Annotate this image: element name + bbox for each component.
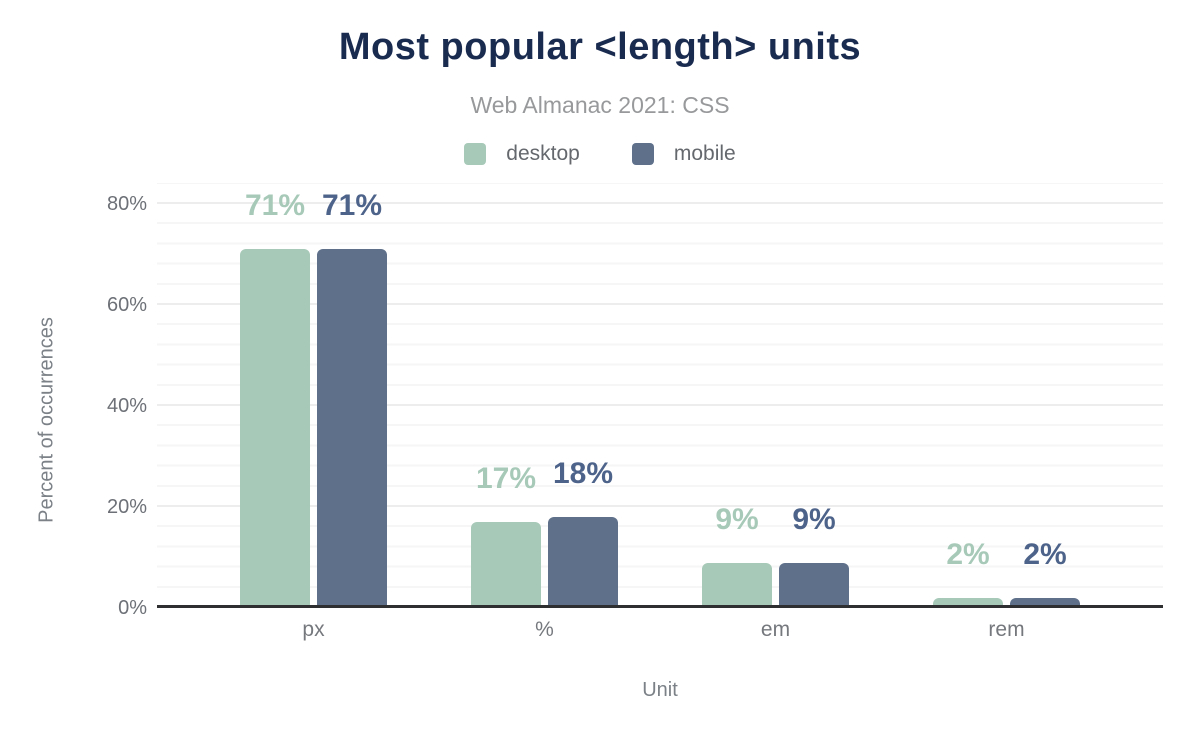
legend-swatch-desktop	[464, 143, 487, 165]
bar-value-label-desktop-em: 9%	[715, 502, 759, 536]
bar-column-mobile-rem: 2%	[1010, 537, 1080, 608]
bar-column-desktop-rem: 2%	[933, 537, 1003, 608]
bar-mobile-em	[779, 562, 849, 608]
chart-subtitle: Web Almanac 2021: CSS	[470, 92, 730, 118]
x-tick-label-pct: %	[535, 618, 554, 641]
bar-group-em: 9% 9%	[660, 183, 891, 608]
bar-column-desktop-px: 71%	[240, 191, 310, 608]
bar-column-mobile-em: 9%	[779, 502, 849, 608]
bar-desktop-px	[240, 249, 310, 608]
bar-value-label-mobile-px: 71%	[321, 189, 383, 223]
plot-area: 71% 71% 17% 18% 9% 9% 2% 2%	[157, 183, 1163, 608]
bar-value-label-mobile-rem: 2%	[1023, 537, 1067, 571]
legend-swatch-mobile	[631, 143, 654, 165]
legend-item-desktop: desktop	[464, 142, 580, 166]
x-tick-label-rem: rem	[988, 618, 1025, 641]
bar-column-desktop-em: 9%	[702, 502, 772, 608]
x-axis-line	[157, 605, 1163, 608]
bar-desktop-rem	[933, 597, 1003, 608]
x-axis-ticks: px% em rem	[157, 618, 1163, 642]
x-tick-label-px: px	[302, 618, 325, 641]
bar-value-label-mobile-pct: 18%	[552, 457, 614, 491]
y-tick-label-20pct: 20%	[106, 496, 147, 518]
bar-groups: 71% 71% 17% 18% 9% 9% 2% 2%	[157, 183, 1163, 608]
legend-item-mobile: mobile	[631, 142, 736, 166]
bar-mobile-rem	[1010, 597, 1080, 608]
y-tick-label-0pct: 0%	[118, 597, 147, 619]
y-tick-label-40pct: 40%	[106, 395, 147, 417]
x-tick-label-em: em	[760, 618, 791, 641]
x-axis-title: Unit	[642, 679, 678, 701]
legend: desktop mobile	[0, 142, 1200, 166]
bar-desktop-em	[702, 562, 772, 608]
y-tick-label-80pct: 80%	[106, 193, 147, 215]
bar-column-mobile-px: 71%	[317, 191, 387, 608]
y-axis-ticks: 0% 20% 40% 60% 80%	[0, 183, 147, 619]
bar-mobile-pct	[548, 517, 618, 608]
bar-value-label-desktop-pct: 17%	[475, 462, 537, 496]
bar-value-label-mobile-em: 9%	[792, 502, 836, 536]
legend-label: desktop	[506, 142, 580, 165]
bar-group-pct: 17% 18%	[429, 183, 660, 608]
bar-value-label-desktop-rem: 2%	[946, 537, 990, 571]
bar-column-mobile-pct: 18%	[548, 459, 618, 608]
y-tick-label-60pct: 60%	[106, 294, 147, 316]
bar-column-desktop-pct: 17%	[471, 464, 541, 608]
bar-desktop-pct	[471, 522, 541, 608]
chart-title: Most popular <length> units	[338, 26, 862, 68]
bar-group-rem: 2% 2%	[891, 183, 1122, 608]
bar-group-px: 71% 71%	[198, 183, 429, 608]
legend-label: mobile	[673, 142, 736, 165]
bar-value-label-desktop-px: 71%	[244, 189, 306, 223]
bar-mobile-px	[317, 249, 387, 608]
